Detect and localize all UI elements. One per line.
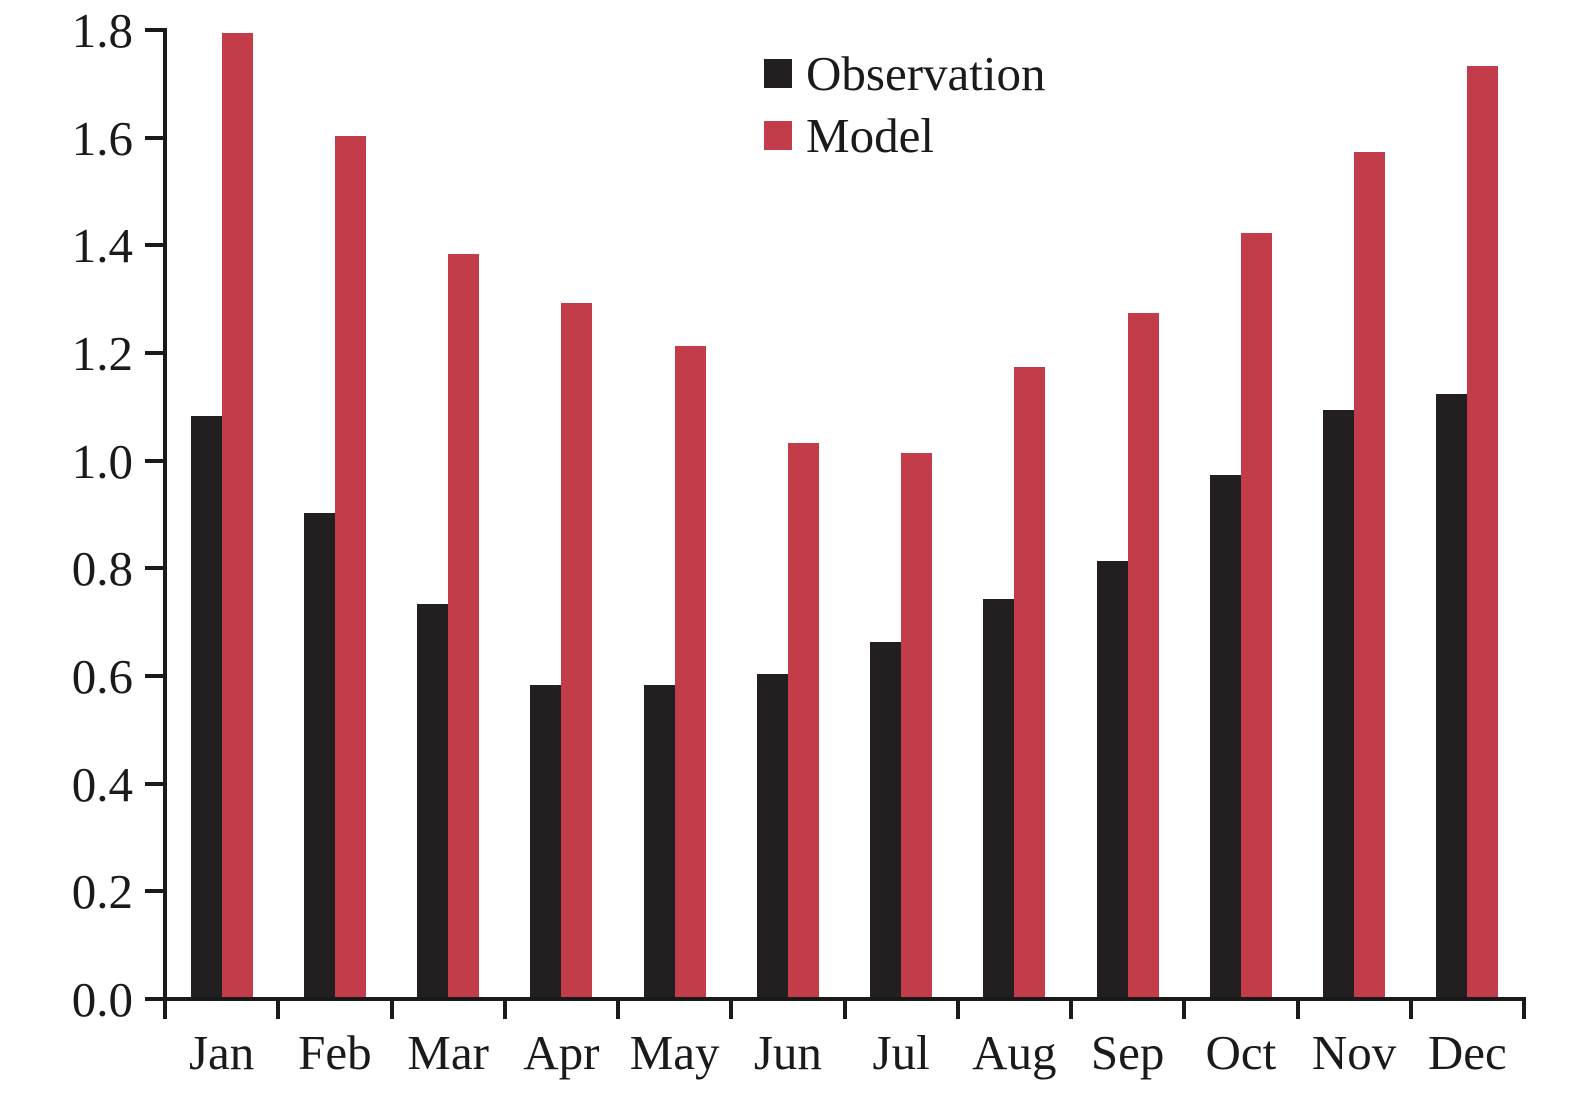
y-tick <box>145 781 163 786</box>
y-tick <box>145 566 163 571</box>
bar-observation-mar <box>417 604 449 997</box>
x-tick-label-dec: Dec <box>1427 1025 1507 1080</box>
x-tick <box>616 1001 620 1019</box>
x-tick <box>502 1001 507 1019</box>
bar-model-nov <box>1354 151 1386 997</box>
x-tick-label-apr: Apr <box>523 1025 600 1080</box>
legend-label-observation: Observation <box>806 45 1046 101</box>
x-tick-label-mar: Mar <box>407 1025 489 1080</box>
x-tick-label-may: May <box>629 1025 720 1080</box>
x-tick <box>1295 1001 1300 1019</box>
bar-observation-apr <box>530 684 562 997</box>
bar-model-apr <box>561 302 593 997</box>
x-tick <box>729 1001 734 1019</box>
legend-swatch-model-icon <box>764 120 792 150</box>
x-tick-label-feb: Feb <box>298 1025 372 1080</box>
x-tick <box>842 1001 847 1019</box>
x-tick <box>1522 1001 1526 1019</box>
x-tick-label-jun: Jun <box>753 1025 822 1080</box>
x-tick-label-jan: Jan <box>188 1025 255 1080</box>
x-tick <box>389 1001 394 1019</box>
y-tick <box>145 674 163 678</box>
bar-observation-jul <box>870 641 902 997</box>
bar-model-jun <box>787 442 819 997</box>
y-tick <box>145 243 163 248</box>
x-tick-label-aug: Aug <box>972 1025 1057 1080</box>
bar-model-may <box>674 345 706 997</box>
y-tick-label: 1.6 <box>71 110 133 166</box>
bar-model-aug <box>1014 367 1046 997</box>
y-tick-label: 0.4 <box>71 756 133 812</box>
x-axis-line <box>163 997 1526 1001</box>
bar-observation-jun <box>756 674 788 997</box>
bar-observation-dec <box>1436 394 1468 997</box>
y-tick-label: 1.2 <box>71 326 133 381</box>
y-tick <box>145 28 163 32</box>
bar-observation-aug <box>983 598 1015 997</box>
y-tick-label: 0.0 <box>71 972 133 1027</box>
bar-observation-jan <box>190 415 222 997</box>
legend-item-model: Model <box>764 104 1046 166</box>
x-tick-label-nov: Nov <box>1311 1025 1397 1080</box>
legend-swatch-observation-icon <box>764 58 792 88</box>
bar-model-feb <box>334 135 366 997</box>
y-tick-label: 1.8 <box>71 3 133 58</box>
x-tick <box>163 1001 167 1019</box>
bar-model-oct <box>1240 232 1272 997</box>
y-tick-label: 0.8 <box>71 541 133 597</box>
bar-observation-nov <box>1323 410 1355 997</box>
bar-observation-may <box>643 684 675 997</box>
x-tick <box>1408 1001 1413 1019</box>
bar-model-dec <box>1467 65 1499 997</box>
legend: Observation Model <box>764 42 1046 166</box>
y-tick <box>145 997 163 1001</box>
x-tick <box>1182 1001 1187 1019</box>
y-tick-label: 0.2 <box>71 864 133 920</box>
legend-label-model: Model <box>806 107 934 163</box>
x-tick <box>955 1001 960 1019</box>
x-tick-label-oct: Oct <box>1205 1025 1277 1080</box>
bar-observation-sep <box>1096 560 1128 997</box>
x-tick <box>1069 1001 1073 1019</box>
bar-observation-oct <box>1209 474 1241 997</box>
y-tick <box>145 351 163 355</box>
y-tick <box>145 458 163 463</box>
legend-item-observation: Observation <box>764 42 1046 104</box>
bar-model-mar <box>448 254 480 997</box>
x-tick-label-jul: Jul <box>872 1025 930 1080</box>
bar-model-jul <box>901 453 933 997</box>
bar-observation-feb <box>303 512 335 997</box>
y-axis-line <box>163 28 167 1001</box>
y-tick-label: 1.4 <box>71 218 133 274</box>
x-tick <box>276 1001 281 1019</box>
y-tick-label: 1.0 <box>71 433 133 489</box>
bar-model-jan <box>221 33 253 997</box>
y-tick <box>145 889 163 894</box>
y-tick-label: 0.6 <box>71 649 133 704</box>
x-tick-label-sep: Sep <box>1090 1025 1165 1080</box>
bar-model-sep <box>1127 313 1159 997</box>
y-tick <box>145 135 163 140</box>
